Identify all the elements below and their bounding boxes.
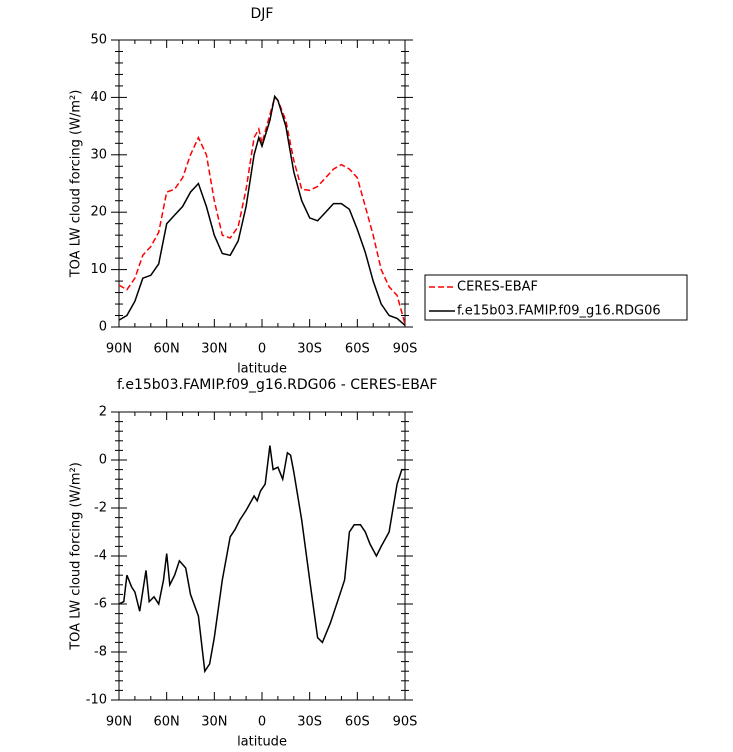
y-tick-label: -6: [94, 597, 107, 612]
x-tick-label: 30S: [297, 715, 322, 730]
x-tick-label: 60N: [154, 715, 180, 730]
x-tick-label: 90S: [393, 715, 418, 730]
y-tick-label: 30: [90, 147, 107, 162]
legend-label: f.e15b03.FAMIP.f09_g16.RDG06: [457, 304, 661, 319]
y-tick-label: -10: [86, 693, 107, 708]
x-tick-label: 0: [258, 715, 266, 730]
y-tick-label: 2: [99, 405, 107, 420]
data-line: [118, 96, 406, 325]
x-axis-label: latitude: [237, 735, 287, 750]
legend-box: [424, 274, 688, 321]
x-tick-label: 60S: [345, 342, 370, 357]
y-tick-label: 10: [90, 262, 107, 277]
plot-frame: [118, 411, 406, 701]
x-tick-label: 90S: [393, 342, 418, 357]
data-line: [118, 94, 406, 326]
data-line: [118, 445, 405, 674]
y-tick-label: 50: [90, 33, 107, 48]
y-tick-label: -2: [94, 501, 107, 516]
y-axis-label: TOA LW cloud forcing (W/m²): [69, 90, 84, 279]
x-tick-label: 60S: [345, 715, 370, 730]
x-tick-label: 90N: [106, 715, 132, 730]
y-tick-label: 40: [90, 90, 107, 105]
y-tick-label: 0: [99, 453, 107, 468]
y-tick-label: -4: [94, 549, 107, 564]
x-tick-label: 90N: [106, 342, 132, 357]
chart-title: f.e15b03.FAMIP.f09_g16.RDG06 - CERES-EBA…: [117, 377, 437, 393]
x-tick-label: 60N: [154, 342, 180, 357]
y-tick-label: 20: [90, 205, 107, 220]
legend-label: CERES-EBAF: [457, 280, 538, 295]
plot-frame: [118, 39, 406, 328]
x-tick-label: 30N: [201, 342, 227, 357]
y-tick-label: -8: [94, 645, 107, 660]
chart-title: DJF: [251, 6, 274, 22]
y-tick-label: 0: [99, 320, 107, 335]
y-axis-label: TOA LW cloud forcing (W/m²): [69, 462, 84, 651]
x-axis-label: latitude: [237, 362, 287, 377]
x-tick-label: 0: [258, 342, 266, 357]
x-tick-label: 30N: [201, 715, 227, 730]
x-tick-label: 30S: [297, 342, 322, 357]
